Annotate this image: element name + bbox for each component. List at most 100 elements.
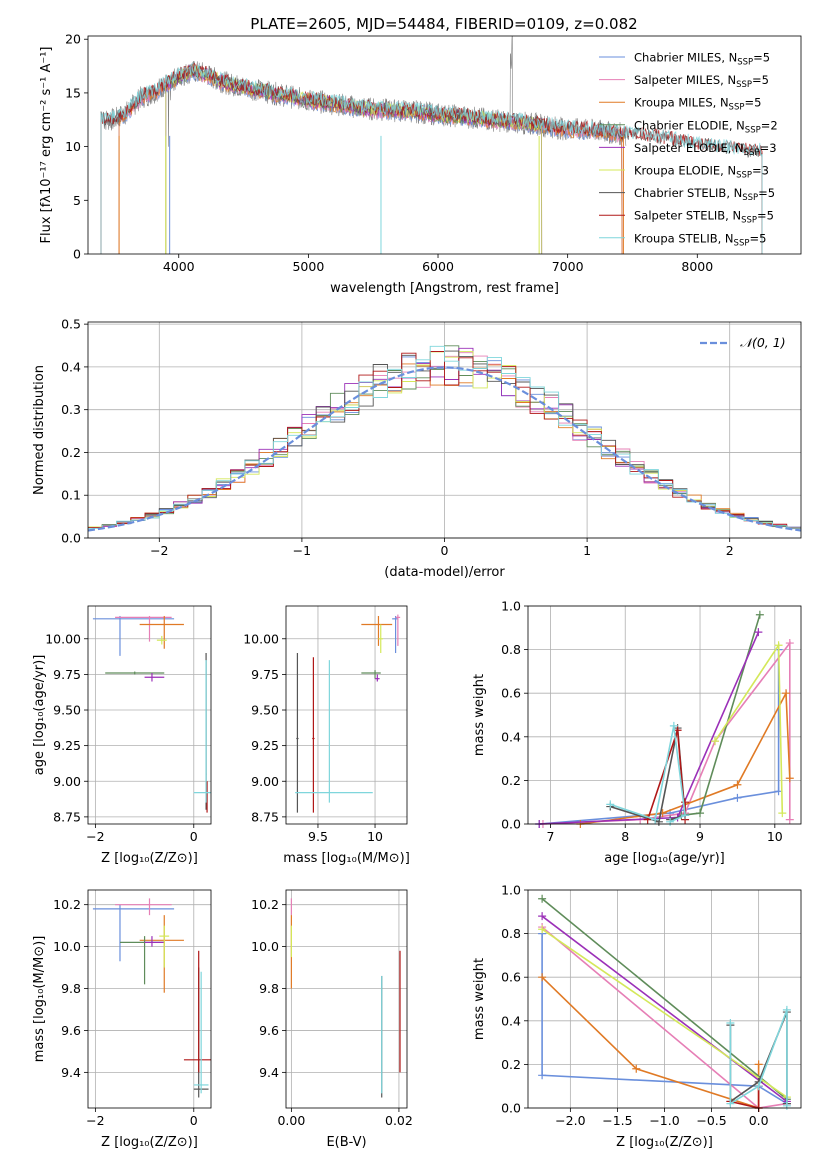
spectrum-plot-area xyxy=(100,36,763,254)
y-tick-label: 10.00 xyxy=(243,631,279,646)
y-tick-label: 0.4 xyxy=(61,359,81,374)
data-point xyxy=(193,971,209,1094)
x-tick-label: 7000 xyxy=(552,259,584,274)
weight-marker xyxy=(782,1005,791,1014)
x-tick-label: −2 xyxy=(86,829,104,844)
x-tick-label: 0.00 xyxy=(277,1113,305,1128)
model-spectrum-line xyxy=(100,62,763,254)
data-point xyxy=(105,671,165,675)
x-tick-label: −1 xyxy=(293,543,311,558)
legend-label: Chabrier STELIB, NSSP=5 xyxy=(634,186,775,203)
data-point xyxy=(378,624,384,654)
residuals-panel: −2 −1 0 1 2 0.0 0.1 0.2 0.3 0.4 0.5 (data-model)/er… xyxy=(32,317,802,580)
y-tick-label: 9.75 xyxy=(53,667,81,682)
legend-label: Salpeter STELIB, NSSP=5 xyxy=(634,209,774,226)
weight-series-line xyxy=(542,640,791,825)
weight-marker xyxy=(696,809,705,818)
y-tick-label: 0.8 xyxy=(501,642,521,657)
x-tick-label: 7 xyxy=(546,829,554,844)
spectrum-panel: 4000 5000 6000 7000 8000 0 5 10 15 20 wavelength [… xyxy=(39,32,802,296)
model-spectrum-line xyxy=(118,66,623,254)
y-tick-label: 0.1 xyxy=(61,488,81,503)
residual-histogram-line xyxy=(88,351,801,529)
y-tick-label: 0.4 xyxy=(501,1013,521,1028)
weight-marker xyxy=(726,1099,735,1108)
x-axis-label: mass [log₁₀(M/M⊙)] xyxy=(283,851,410,866)
y-tick-label: 9.50 xyxy=(251,703,279,718)
data-point xyxy=(395,614,401,646)
x-tick-label: −2 xyxy=(86,1113,104,1128)
residual-histograms xyxy=(88,345,801,532)
weight-marker xyxy=(538,1071,547,1080)
weight-marker xyxy=(782,1101,791,1110)
x-tick-label: 5000 xyxy=(292,259,324,274)
axes-frame xyxy=(285,889,408,1109)
x-tick-label: 2 xyxy=(726,543,734,558)
x-tick-label: 10 xyxy=(367,829,383,844)
residual-histogram-line xyxy=(88,345,801,529)
x-axis-label: wavelength [Angstrom, rest frame] xyxy=(330,281,559,296)
data-point xyxy=(144,672,165,682)
x-tick-label: 6000 xyxy=(422,259,454,274)
x-axis-label: E(B-V) xyxy=(326,1135,366,1150)
model-spectrum-line xyxy=(165,64,543,254)
y-tick-label: 10.00 xyxy=(45,631,81,646)
data-point xyxy=(159,925,170,968)
legend-label: Salpeter ELODIE, NSSP=3 xyxy=(634,141,777,158)
weight-series-line xyxy=(541,898,788,1100)
weight-marker xyxy=(754,1060,763,1069)
data-point xyxy=(183,950,211,1073)
y-tick-label: 10.2 xyxy=(53,897,81,912)
weight-marker xyxy=(778,809,787,818)
x-axis-label: Z [log₁₀(Z/Z⊙)] xyxy=(101,851,198,866)
y-tick-label: 10.2 xyxy=(251,897,279,912)
gaussian-reference-curve xyxy=(88,366,801,532)
y-tick-label: 0.2 xyxy=(61,445,81,460)
y-tick-label: 5 xyxy=(73,193,81,208)
y-axis-label: mass weight xyxy=(472,674,487,756)
weight-marker xyxy=(785,639,794,648)
y-tick-label: 0.0 xyxy=(501,817,521,832)
y-tick-label: 9.4 xyxy=(259,1065,279,1080)
y-tick-label: 0.6 xyxy=(501,686,521,701)
legend-label: Salpeter MILES, NSSP=5 xyxy=(634,73,769,90)
data-point xyxy=(139,615,184,649)
x-tick-label: 4000 xyxy=(163,259,195,274)
x-axis-label: Z [log₁₀(Z/Z⊙)] xyxy=(616,1135,713,1150)
legend-label: Kroupa ELODIE, NSSP=3 xyxy=(634,164,769,181)
weight-series-line xyxy=(541,976,760,1110)
data-point xyxy=(115,615,172,642)
weight-vs-age-panel: 7 8 9 10 0.0 0.2 0.4 0.6 0.8 1.0 age [log₁₀(age/yr… xyxy=(472,599,802,866)
weight-marker xyxy=(785,774,794,783)
axes-frame xyxy=(285,605,408,825)
y-tick-label: 9.50 xyxy=(53,703,81,718)
y-axis-label: mass [log₁₀(M/M⊙)] xyxy=(32,936,47,1063)
weight-marker xyxy=(538,973,547,982)
weight-marker xyxy=(632,1064,641,1073)
weight-marker xyxy=(666,817,675,826)
x-tick-label: 0 xyxy=(441,543,449,558)
data-point xyxy=(156,635,167,645)
y-tick-label: 0.2 xyxy=(501,1057,521,1072)
weight-marker xyxy=(733,793,742,802)
y-axis-label: mass weight xyxy=(472,958,487,1040)
legend-label: Chabrier ELODIE, NSSP=2 xyxy=(634,118,778,135)
y-tick-label: 9.75 xyxy=(251,667,279,682)
y-tick-label: 9.00 xyxy=(251,774,279,789)
x-axis-label: (data-model)/error xyxy=(384,565,505,580)
data-point xyxy=(295,660,373,803)
weight-marker xyxy=(669,721,678,730)
y-tick-label: 15 xyxy=(65,85,81,100)
age-vs-metallicity-panel: −2 0 8.75 9.00 9.25 9.50 9.75 10.00 Z [log₁₀(Z/Z… xyxy=(32,605,212,866)
y-tick-label: 20 xyxy=(65,32,81,47)
data-point xyxy=(375,674,380,682)
weight-marker xyxy=(710,737,719,746)
y-axis-label: Normed distribution xyxy=(32,365,47,495)
axes-frame xyxy=(87,605,212,825)
y-tick-label: 0.0 xyxy=(61,531,81,546)
data-point xyxy=(193,660,211,803)
y-tick-label: 0.3 xyxy=(61,402,81,417)
data-point xyxy=(392,615,398,654)
weight-vs-metallicity-panel: −2.0 −1.5 −1.0 −0.5 0.0 0.0 0.2 0.4 0.6 0.8 1.0 Z [… xyxy=(472,883,802,1150)
